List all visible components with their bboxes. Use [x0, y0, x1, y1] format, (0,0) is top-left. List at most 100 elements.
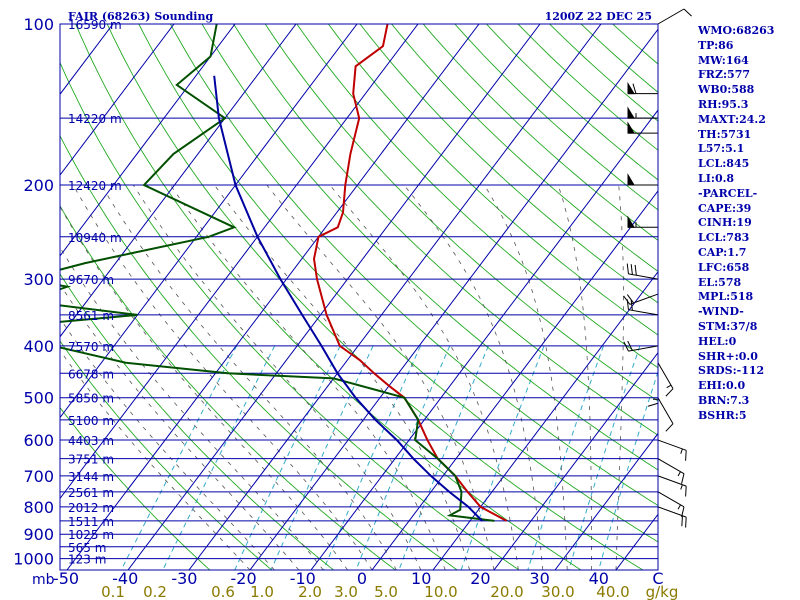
wind-barb-feather	[623, 341, 629, 352]
index-line: -WIND-	[698, 305, 744, 319]
height-label: 565 m	[68, 541, 106, 555]
moist-adiabat-line	[266, 184, 495, 570]
wind-barb-feather	[665, 388, 674, 397]
mixing-ratio-line	[323, 345, 421, 570]
temperature-tick-label: -30	[171, 569, 197, 588]
wind-barb	[627, 81, 658, 95]
index-line: WMO:68263	[698, 24, 775, 37]
wind-barb	[627, 121, 658, 134]
isotherm-line	[127, 24, 541, 570]
pressure-tick-label: 400	[23, 337, 54, 356]
mixing-ratio-tick-label: 40.0	[596, 583, 629, 600]
wind-barb-feather	[647, 402, 659, 407]
mixing-ratio-line	[598, 370, 658, 570]
index-line: MPL:518	[698, 290, 754, 304]
dry-adiabat-line	[60, 406, 211, 570]
dry-adiabat-line	[264, 24, 658, 402]
height-label: 12420 m	[68, 179, 122, 193]
temperature-tick-label: 0	[357, 569, 367, 588]
mixing-ratio-tick-label: 3.0	[334, 583, 358, 600]
index-line: LCL:845	[698, 157, 750, 171]
height-label: 8561 m	[68, 309, 114, 323]
wind-barb-feather	[685, 486, 687, 497]
dry-adiabat-line	[138, 24, 658, 543]
wind-barb-staff	[657, 439, 687, 451]
pressure-tick-label: 500	[23, 389, 54, 408]
dry-adiabat-line	[60, 134, 458, 570]
wind-barb-feather	[683, 8, 692, 17]
parcel-line	[213, 75, 483, 522]
index-line: LI:0.8	[698, 172, 735, 185]
wind-barb-half	[677, 504, 681, 510]
index-line: SRDS:-112	[698, 364, 765, 378]
mixing-ratio-tick-label: 10.0	[424, 583, 457, 600]
wind-barb	[657, 458, 685, 484]
isotherm-line	[66, 24, 480, 570]
height-label: 16590 m	[68, 18, 122, 32]
index-line: FRZ:577	[698, 68, 751, 82]
wind-barb-feather	[623, 295, 631, 305]
height-label: 5100 m	[68, 414, 114, 428]
index-line: BRN:7.3	[698, 394, 750, 407]
pressure-unit-label: mb	[32, 572, 55, 588]
wind-barb	[657, 475, 687, 497]
wind-barb	[627, 106, 658, 119]
mixing-ratio-tick-label: 0.1	[101, 583, 125, 600]
wind-barb-feather	[685, 450, 687, 461]
moist-adiabat-line	[60, 205, 348, 570]
isotherm-line	[60, 24, 236, 257]
height-label: 7570 m	[68, 340, 114, 354]
dry-adiabat-line	[60, 61, 520, 570]
moist-adiabat-line	[60, 246, 324, 570]
mixing-ratio-line	[162, 345, 276, 570]
dry-adiabat-line	[233, 24, 658, 436]
temperature-tick-label: 30	[529, 569, 549, 588]
height-label: 3144 m	[68, 470, 114, 484]
moist-adiabat-line	[132, 184, 422, 570]
wind-barb-staff	[629, 293, 659, 305]
mixing-ratio-tick-label: 20.0	[490, 583, 523, 600]
moist-adiabat-line	[72, 184, 373, 570]
temperature-tick-label: -50	[53, 569, 79, 588]
wind-barb-feather	[630, 299, 633, 311]
mixing-ratio-line	[527, 345, 604, 570]
height-label: 1025 m	[68, 528, 114, 542]
wind-barb-flag	[627, 215, 635, 228]
isotherms	[60, 24, 658, 570]
index-line: TH:5731	[698, 127, 752, 141]
mixing-ratio-lines	[120, 345, 658, 570]
wind-barb	[626, 263, 659, 280]
temperature-tick-label: -10	[290, 569, 316, 588]
wind-barb-feather	[685, 517, 687, 528]
wind-barb-feather	[626, 294, 634, 304]
wind-barb	[657, 397, 674, 432]
wind-barb-feather	[681, 473, 685, 484]
wind-barb	[657, 8, 692, 25]
wind-barb	[627, 215, 658, 228]
wind-barbs	[623, 8, 692, 528]
dry-adiabat-line	[170, 24, 658, 507]
wind-barb-feather	[681, 515, 683, 527]
mixing-ratio-tick-label: 1.0	[250, 583, 274, 600]
mixing-ratio-line	[234, 345, 341, 570]
height-label: 2012 m	[68, 501, 114, 515]
temperature-tick-label: 40	[589, 569, 609, 588]
wind-barb-half	[680, 484, 683, 490]
mixing-ratio-tick-label: 0.6	[211, 583, 235, 600]
height-label: 10940 m	[68, 231, 122, 245]
index-line: CINH:19	[698, 216, 752, 230]
isotherm-line	[432, 270, 658, 570]
height-label: 3751 m	[68, 453, 114, 467]
wind-barb	[627, 173, 658, 186]
mixing-ratio-tick-label: g/kg	[646, 583, 679, 600]
temperature-tick-label: 20	[470, 569, 490, 588]
moist-adiabat-line	[483, 184, 568, 570]
pressure-tick-label: 1000	[13, 550, 54, 569]
isotherm-line	[493, 351, 658, 570]
wind-barb-flag	[627, 173, 635, 186]
mixing-ratio-tick-label: 5.0	[374, 583, 398, 600]
isotherm-line	[554, 432, 658, 570]
index-line: MAXT:24.2	[698, 112, 766, 126]
